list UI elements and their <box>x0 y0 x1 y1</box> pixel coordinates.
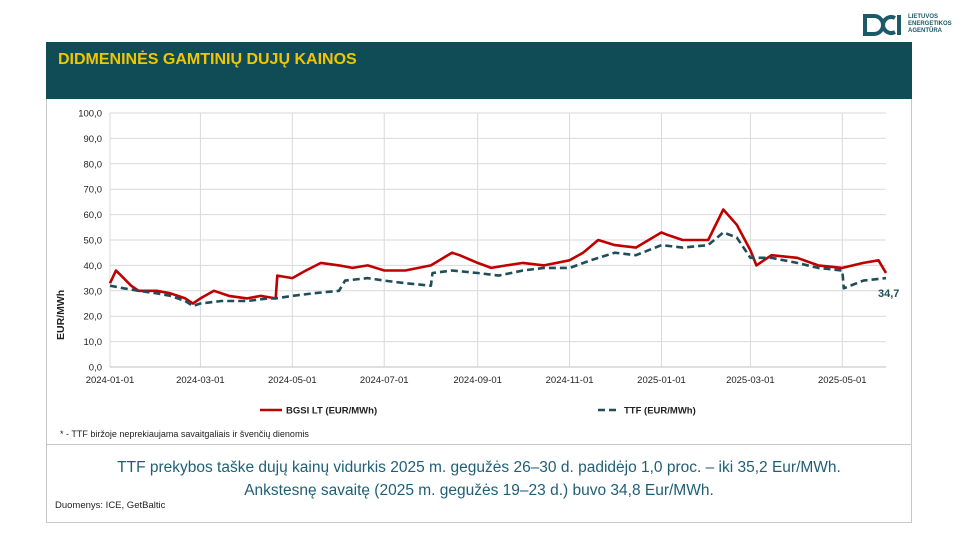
x-tick-label: 2024-07-01 <box>360 375 409 386</box>
summary-line-1: TTF prekybos taške dujų kainų vidurkis 2… <box>117 459 841 476</box>
last-value-annotation: 34,7 <box>878 288 899 300</box>
x-tick-label: 2024-09-01 <box>453 375 502 386</box>
summary-text: TTF prekybos taške dujų kainų vidurkis 2… <box>46 456 912 502</box>
y-tick-label: 10,0 <box>84 337 103 348</box>
agency-logo: LIETUVOS ENERGETIKOS AGENTŪRA <box>862 12 954 40</box>
x-tick-label: 2024-11-01 <box>546 375 594 386</box>
ttf-footnote: * - TTF biržoje neprekiaujama savaitgali… <box>60 429 309 439</box>
x-tick-label: 2025-05-01 <box>818 375 867 386</box>
y-tick-label: 0,0 <box>89 363 102 374</box>
y-tick-label: 50,0 <box>84 236 103 247</box>
y-axis-label: EUR/MWh <box>55 290 67 340</box>
agency-logo-text: LIETUVOS ENERGETIKOS AGENTŪRA <box>908 14 952 34</box>
y-tick-label: 80,0 <box>84 159 103 170</box>
legend-label: BGSI LT (EUR/MWh) <box>286 406 377 417</box>
y-tick-label: 30,0 <box>84 286 103 297</box>
y-tick-label: 20,0 <box>84 312 103 323</box>
title-bar: DIDMENINĖS GAMTINIŲ DUJŲ KAINOS <box>46 42 912 99</box>
data-source: Duomenys: ICE, GetBaltic <box>55 500 166 511</box>
price-chart: 0,0 10,0 20,0 30,0 40,0 50,0 60,0 70,0 80,0 90,0 1… <box>55 109 899 417</box>
x-tick-label: 2024-01-01 <box>86 375 135 386</box>
bgsi-lt-series-line <box>108 208 888 305</box>
x-tick-label: 2024-05-01 <box>268 375 317 386</box>
agency-logo-mark-icon <box>863 14 901 36</box>
y-tick-label: 90,0 <box>84 134 103 145</box>
y-tick-label: 60,0 <box>84 210 103 221</box>
y-tick-label: 70,0 <box>84 185 103 196</box>
summary-line-2: Ankstesnę savaitę (2025 m. gegužės 19–23… <box>244 482 714 499</box>
x-tick-label: 2024-03-01 <box>176 375 225 386</box>
y-tick-label: 100,0 <box>78 109 102 120</box>
x-tick-label: 2025-01-01 <box>637 375 686 386</box>
divider <box>46 444 912 445</box>
x-tick-label: 2025-03-01 <box>726 375 775 386</box>
ttf-series-line <box>109 231 887 308</box>
y-tick-label: 40,0 <box>84 261 103 272</box>
page-title: DIDMENINĖS GAMTINIŲ DUJŲ KAINOS <box>58 51 357 68</box>
legend-label: TTF (EUR/MWh) <box>624 406 696 417</box>
